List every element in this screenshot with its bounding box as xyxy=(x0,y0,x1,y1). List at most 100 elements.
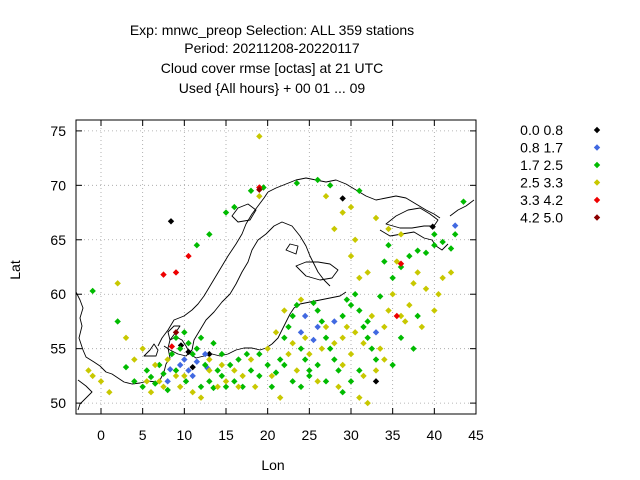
station-point xyxy=(247,367,255,374)
station-point xyxy=(306,367,313,374)
station-point xyxy=(368,345,376,352)
x-tick-label: 15 xyxy=(218,427,234,443)
station-point xyxy=(335,367,342,374)
station-point xyxy=(206,367,213,374)
station-point xyxy=(122,363,130,371)
station-point xyxy=(293,367,301,374)
station-point xyxy=(185,340,192,347)
station-point xyxy=(210,384,217,392)
station-point xyxy=(176,361,184,369)
station-point xyxy=(218,350,226,358)
station-point xyxy=(289,378,296,385)
x-tick-label: 45 xyxy=(468,427,484,443)
station-point xyxy=(360,323,367,331)
legend-label: 0.8 1.7 xyxy=(520,140,563,156)
station-point xyxy=(206,378,213,385)
station-point xyxy=(429,223,436,230)
station-point xyxy=(414,247,421,254)
x-tick-label: 0 xyxy=(97,427,105,443)
legend-marker xyxy=(593,179,601,186)
x-axis-label: Lon xyxy=(261,457,284,473)
station-point xyxy=(276,356,284,363)
legend-label: 3.3 4.2 xyxy=(520,192,563,208)
station-point xyxy=(351,236,359,243)
station-point xyxy=(256,193,263,200)
title-line-2: Period: 20211208-20220117 xyxy=(184,40,360,56)
y-tick-label: 60 xyxy=(50,286,66,302)
station-point xyxy=(185,252,192,260)
station-point xyxy=(89,287,96,295)
station-point xyxy=(306,372,313,380)
station-point xyxy=(326,182,334,189)
station-point xyxy=(389,274,396,282)
station-point xyxy=(106,389,113,396)
station-point xyxy=(364,399,371,407)
station-point xyxy=(326,345,334,352)
station-point xyxy=(289,312,296,320)
station-point xyxy=(239,372,246,380)
station-point xyxy=(318,345,326,352)
station-point xyxy=(301,356,309,363)
station-point xyxy=(347,203,355,211)
station-point xyxy=(422,285,430,292)
station-point xyxy=(235,383,242,390)
station-point xyxy=(368,312,376,320)
station-point xyxy=(293,179,301,187)
station-point xyxy=(139,345,146,352)
station-point xyxy=(410,280,417,287)
station-point xyxy=(268,372,276,380)
station-point xyxy=(372,367,380,374)
station-point xyxy=(231,367,238,374)
station-point xyxy=(189,350,196,358)
station-point xyxy=(310,299,317,307)
station-point xyxy=(167,218,175,225)
station-point xyxy=(281,334,288,341)
station-point xyxy=(372,356,380,363)
station-point xyxy=(322,193,330,200)
station-point xyxy=(131,356,138,363)
station-point xyxy=(376,345,384,352)
station-point xyxy=(418,323,426,331)
station-point xyxy=(172,269,180,276)
station-point xyxy=(193,242,201,249)
station-point xyxy=(347,301,355,309)
station-point xyxy=(264,345,271,352)
station-point xyxy=(372,378,380,385)
station-point xyxy=(397,231,405,238)
station-point xyxy=(160,370,167,377)
legend-marker xyxy=(593,126,601,134)
x-tick-label: 10 xyxy=(177,427,193,443)
station-point xyxy=(176,345,184,352)
station-point xyxy=(435,291,442,298)
station-point xyxy=(256,350,263,358)
station-point xyxy=(164,386,171,394)
station-point xyxy=(247,187,255,194)
station-point xyxy=(397,334,405,341)
station-point xyxy=(247,356,255,363)
station-point xyxy=(181,372,188,380)
station-point xyxy=(401,318,409,325)
station-point xyxy=(97,378,105,385)
station-point xyxy=(139,383,146,390)
station-point xyxy=(235,356,242,363)
station-point xyxy=(431,307,438,314)
station-point xyxy=(143,378,151,385)
coastline xyxy=(75,177,475,411)
station-point xyxy=(160,271,167,278)
station-point xyxy=(166,366,174,373)
station-point xyxy=(356,307,363,314)
plot-frame xyxy=(75,119,477,415)
station-point xyxy=(156,361,163,369)
station-point xyxy=(122,334,130,341)
legend-marker xyxy=(593,196,601,204)
station-point xyxy=(256,372,263,380)
station-point xyxy=(214,383,221,390)
station-point xyxy=(297,345,305,352)
station-point xyxy=(276,394,284,401)
x-tick-label: 40 xyxy=(427,427,443,443)
station-point xyxy=(351,329,359,336)
station-point xyxy=(172,334,180,341)
station-point xyxy=(164,356,171,363)
station-point xyxy=(164,378,171,385)
station-point xyxy=(201,350,209,358)
